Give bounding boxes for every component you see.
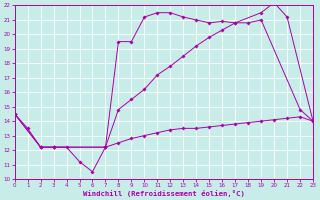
X-axis label: Windchill (Refroidissement éolien,°C): Windchill (Refroidissement éolien,°C) [83,190,245,197]
